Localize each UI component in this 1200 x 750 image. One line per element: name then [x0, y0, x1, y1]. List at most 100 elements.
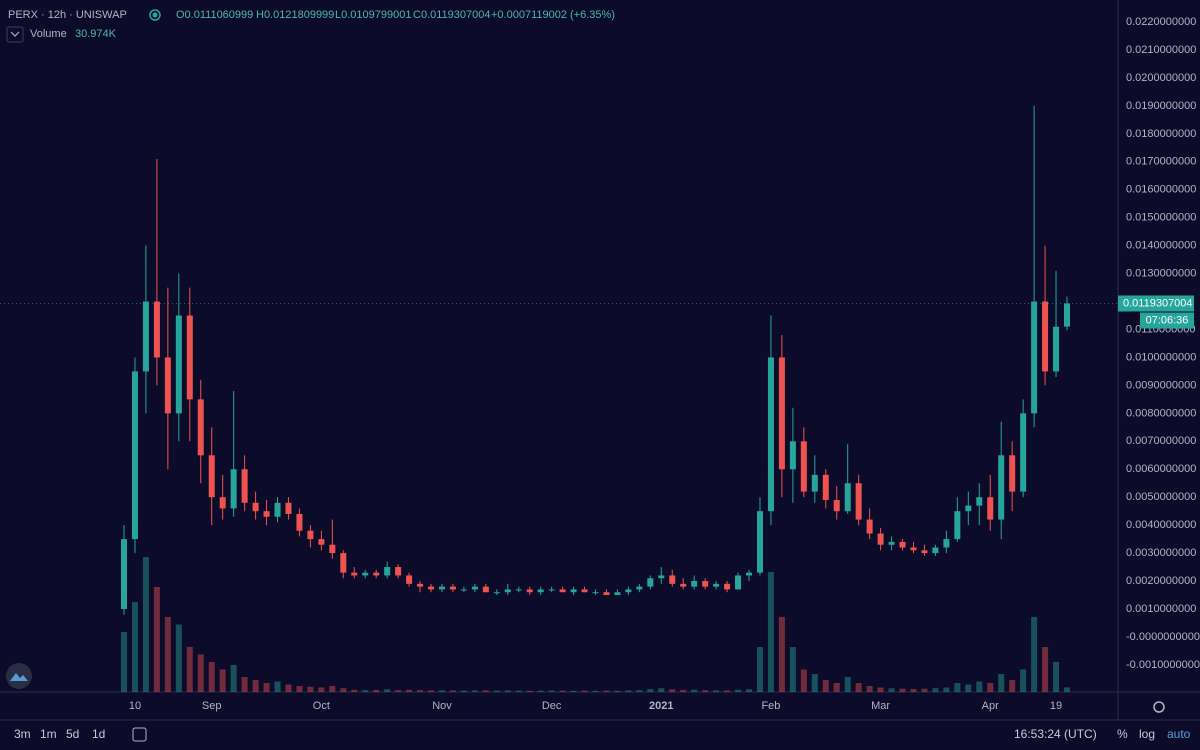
range-button[interactable]: 3m	[14, 727, 31, 741]
volume-bar	[625, 690, 632, 692]
candle-body	[263, 511, 270, 517]
volume-bar	[263, 683, 270, 692]
volume-bar	[296, 686, 303, 692]
candle-body	[1009, 455, 1016, 492]
volume-bar	[943, 687, 950, 692]
x-tick-label: Feb	[761, 700, 780, 712]
y-tick-label: 0.0020000000	[1126, 575, 1196, 587]
volume-bar	[548, 690, 555, 692]
volume-bar	[230, 665, 237, 692]
y-tick-label: 0.0030000000	[1126, 547, 1196, 559]
logo[interactable]	[6, 663, 32, 689]
volume-bar	[1020, 669, 1027, 692]
candle-body	[340, 553, 347, 573]
symbol: PERX · 12h · UNISWAP	[8, 9, 127, 21]
candle-body	[811, 474, 818, 492]
y-tick-label: -0.0000000000	[1126, 631, 1200, 643]
candle-body	[614, 592, 621, 596]
volume-bar	[175, 624, 182, 692]
volume-bar	[965, 684, 972, 692]
volume-bar	[241, 677, 248, 692]
volume-bar	[449, 690, 456, 692]
x-tick-label: Dec	[542, 700, 562, 712]
volume-bar	[899, 688, 906, 692]
volume-bar	[921, 688, 928, 692]
x-tick-label: Apr	[982, 700, 999, 712]
x-tick-label: Nov	[432, 700, 452, 712]
candle-body	[548, 589, 555, 591]
volume-bar	[329, 686, 336, 692]
candle-body	[702, 581, 709, 587]
volume-bar	[197, 654, 204, 692]
y-tick-label: 0.0080000000	[1126, 407, 1196, 419]
candle-body	[482, 586, 489, 593]
candle-body	[153, 301, 160, 358]
volume-bar	[131, 602, 138, 692]
volume-bar	[526, 690, 533, 692]
candle-body	[789, 441, 796, 470]
volume-bar	[493, 690, 500, 692]
candle-body	[691, 581, 698, 587]
scale-option[interactable]: auto	[1167, 727, 1191, 741]
volume-bar	[274, 681, 281, 692]
volume-bar	[756, 647, 763, 692]
x-tick-label: 2021	[649, 700, 673, 712]
volume-bar	[767, 572, 774, 692]
candle-body	[899, 541, 906, 548]
candle-body	[570, 589, 577, 593]
volume-bar	[702, 690, 709, 692]
volume-bar	[504, 690, 511, 692]
scale-option[interactable]: %	[1117, 727, 1128, 741]
toolbar: 3m 1m 5d 1d% log auto	[14, 727, 1191, 741]
volume-bar	[373, 689, 380, 692]
candle-body	[943, 539, 950, 548]
volume-bar	[746, 689, 753, 692]
candle-body	[822, 474, 829, 500]
candle-body	[329, 544, 336, 554]
volume-bar	[866, 686, 873, 692]
volume-bar	[559, 690, 566, 692]
y-tick-label: 0.0160000000	[1126, 184, 1196, 196]
candle-body	[658, 575, 665, 579]
candle-body	[362, 572, 369, 576]
volume-bar	[307, 686, 314, 692]
candle-body	[493, 592, 500, 594]
candle-body	[296, 513, 303, 531]
volume-bar	[362, 690, 369, 692]
candle-body	[625, 589, 632, 593]
high-value: H0.0121809999	[256, 9, 334, 21]
volume-bar	[932, 688, 939, 692]
status-dot	[149, 9, 161, 21]
volume-label: Volume	[30, 28, 67, 40]
last-price-tag	[1118, 295, 1194, 312]
y-tick-label: 0.0170000000	[1126, 156, 1196, 168]
volume-bar	[351, 689, 358, 692]
volume-bar	[800, 669, 807, 692]
candle-body	[197, 399, 204, 456]
candle-body	[724, 583, 731, 590]
volume-bar	[844, 677, 851, 692]
date-range-button[interactable]	[132, 727, 147, 742]
candle-body	[131, 371, 138, 540]
volume-bar	[592, 690, 599, 692]
candle-body	[373, 572, 380, 576]
volume-bar	[822, 680, 829, 692]
collapse-button[interactable]	[6, 26, 24, 43]
open-value: O0.0111060999	[176, 9, 253, 21]
volume-bar	[636, 690, 643, 692]
volume-bar	[581, 690, 588, 692]
y-tick-label: 0.0040000000	[1126, 519, 1196, 531]
candle-body	[921, 550, 928, 554]
status-dot-core	[152, 12, 158, 18]
candle-body	[384, 567, 391, 576]
scale-option[interactable]: log	[1139, 727, 1155, 741]
range-button[interactable]: 1m	[40, 727, 57, 741]
volume-bar	[877, 687, 884, 692]
settings-button[interactable]	[1153, 701, 1165, 713]
volume-bar	[1031, 617, 1038, 692]
candle-body	[1042, 301, 1049, 372]
range-button[interactable]: 5d	[66, 727, 79, 741]
x-tick-label: Mar	[871, 700, 890, 712]
y-tick-label: 0.0220000000	[1126, 16, 1196, 28]
range-button[interactable]: 1d	[92, 727, 105, 741]
